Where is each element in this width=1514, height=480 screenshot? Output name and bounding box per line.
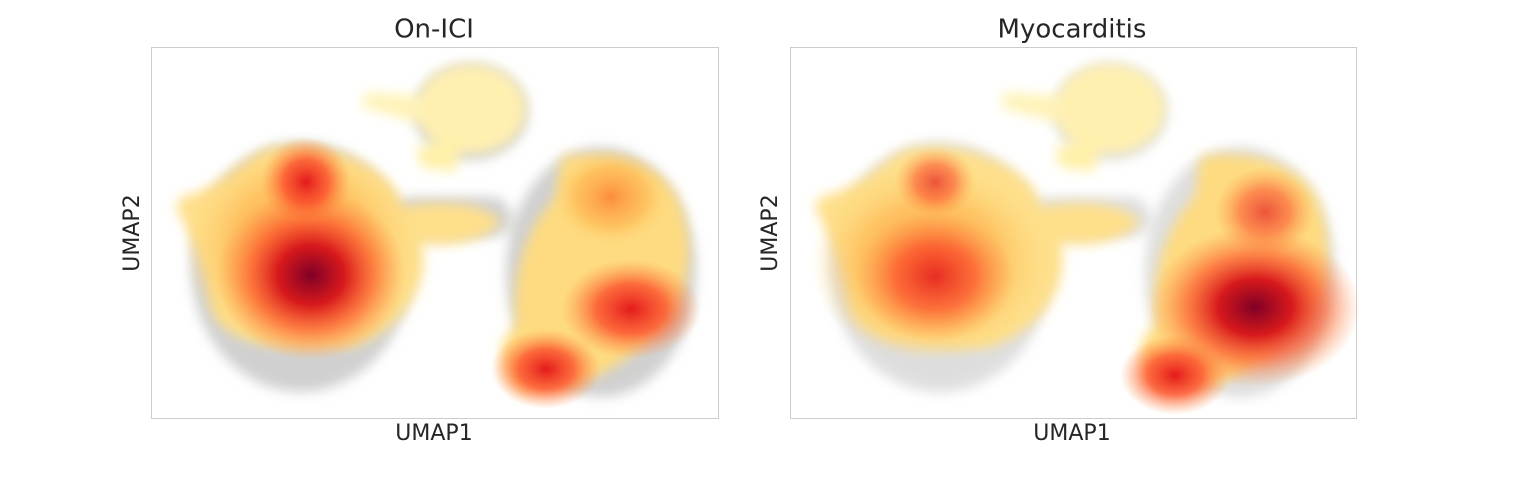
panel-title: Myocarditis: [998, 15, 1147, 45]
density-peak: [1120, 335, 1230, 415]
density-peak: [855, 212, 1015, 342]
panel-1: On-ICI UMAP1 UMAP2: [120, 15, 719, 446]
panel-2: Myocarditis UMAP1 UMAP2: [758, 15, 1360, 446]
density-peak: [261, 137, 351, 227]
y-axis-label: UMAP2: [758, 194, 783, 271]
panel-title: On-ICI: [394, 15, 474, 45]
density-layer: [176, 64, 701, 409]
density-region: [551, 147, 671, 247]
density-layer: [810, 64, 1360, 415]
density-peak: [895, 147, 975, 217]
plot-frame: [151, 47, 719, 419]
density-peak: [216, 190, 406, 360]
x-axis-label: UMAP1: [1033, 421, 1110, 446]
density-peak: [561, 259, 701, 359]
x-axis-label: UMAP1: [395, 421, 472, 446]
density-peak: [491, 329, 601, 409]
y-axis-label: UMAP2: [120, 194, 145, 271]
plot-frame: [790, 47, 1357, 419]
